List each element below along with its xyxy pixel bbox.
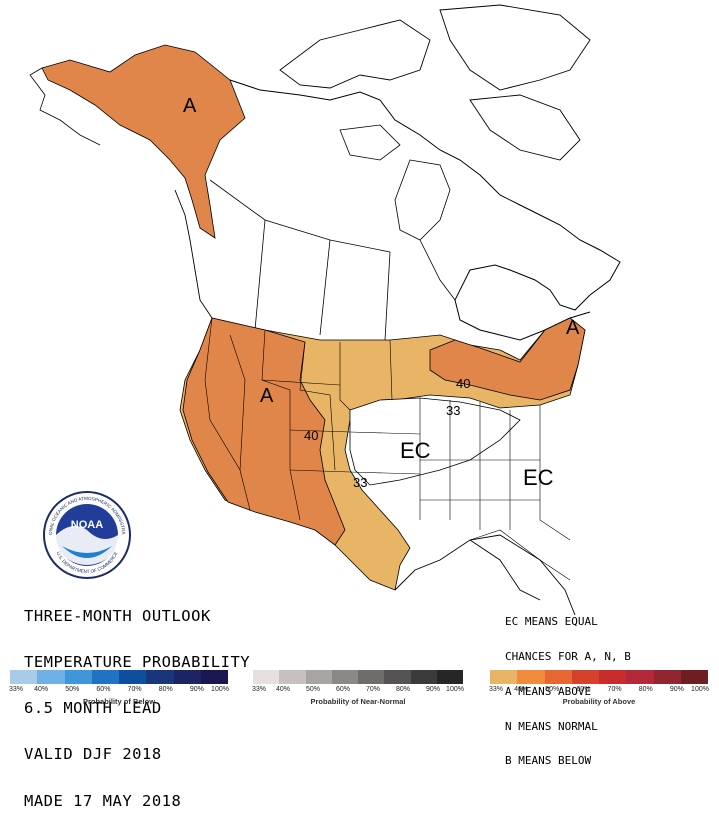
legend-note-5: B MEANS BELOW [505,754,592,768]
scale-tick-label: 100% [691,686,709,693]
scale-caption: Probability of Near-Normal [310,697,406,706]
scale-swatch [653,670,681,684]
scale-swatch [173,670,201,684]
scale-above: 33% 40% 50% 60% 70% 80% 90% 100% Probability of … [488,670,709,707]
alaska-above-region [41,44,246,239]
noaa-logo-text: NOAA [71,519,103,531]
scale-swatch [146,670,174,684]
coastlines [174,189,576,616]
northeast-above-40-region [429,317,586,401]
scale-tick-label: 90% [425,686,441,693]
scale-tick-label: 60% [576,686,591,693]
scale-tick-label: 100% [211,686,229,693]
scale-swatch [436,670,463,684]
scale-swatch [91,670,119,684]
central-ec-label: EC [400,438,431,463]
legend-note-4: N MEANS NORMAL [505,719,598,733]
west-above-label: A [260,385,274,407]
canada-outline [229,79,621,341]
scale-swatch [544,670,572,684]
scale-swatch [331,670,358,684]
scale-tick-label: 40% [514,686,529,693]
scale-tick-label: 50% [305,686,321,693]
scale-tick-label: 60% [335,686,351,693]
scale-swatch [517,670,545,684]
scale-swatch [119,670,147,684]
noaa-logo: NOAA NATIONAL OCEANIC AND ATMOSPHERIC AD… [42,490,131,579]
legend-note-2: CHANCES FOR A, N, B [505,649,631,663]
scale-bar [253,670,463,684]
scale-tick-label: 40% [275,686,291,693]
scale-swatch [200,670,228,684]
scale-tick-label: 50% [545,686,560,693]
scale-bar [490,670,708,684]
scale-tick-label: 90% [189,686,204,693]
scale-tick-label: 33% [8,686,24,693]
title-line-4: VALID DJF 2018 [24,745,162,764]
scale-tick-label: 70% [607,686,622,693]
scale-swatch [571,670,599,684]
alaska-above-label: A [183,95,197,117]
southeast-ec-label: EC [523,465,554,490]
scale-swatch [410,670,437,684]
scale-swatch [358,670,385,684]
state-boundaries [204,317,571,581]
contour-33-plains-label: 33 [353,475,367,490]
title-line-5: MADE 17 MAY 2018 [24,791,182,810]
scale-tick-label: 80% [158,686,173,693]
scale-swatch [64,670,92,684]
scale-near-normal: 33% 40% 50% 60% 70% 80% 90% 100% Probability of … [251,670,464,707]
scale-swatch [253,670,280,684]
us-west-above-40-region [182,317,346,546]
scale-tick-label: 80% [395,686,411,693]
scale-below: 33% 40% 50% 60% 70% 80% 90% 100% Probability of … [8,670,229,707]
maine-above-label: A [566,317,580,339]
scale-tick-label: 60% [96,686,111,693]
scale-swatch [599,670,627,684]
scale-swatch [384,670,411,684]
scale-tick-label: 70% [365,686,381,693]
scale-caption: Probability of Below [82,697,156,706]
scale-swatch [490,670,518,684]
scale-swatch [37,670,65,684]
scale-swatch [305,670,332,684]
scale-tick-label: 80% [638,686,653,693]
scale-swatch [680,670,708,684]
scale-tick-label: 40% [34,686,49,693]
scale-swatch [279,670,306,684]
contour-33-ohio-label: 33 [446,403,460,418]
scale-tick-label: 33% [251,686,267,693]
scale-tick-label: 90% [669,686,684,693]
scale-caption: Probability of Above [562,697,636,706]
scale-tick-label: 50% [65,686,80,693]
title-line-1: THREE-MONTH OUTLOOK [24,606,211,625]
title-line-2: TEMPERATURE PROBABILITY [24,653,251,672]
scale-swatch [626,670,654,684]
legend-note-1: EC MEANS EQUAL [505,615,598,629]
scale-swatch [10,670,38,684]
legend-note-3: A MEANS ABOVE [505,684,592,698]
scale-tick-label: 33% [488,686,504,693]
contour-40-west-label: 40 [304,428,318,443]
contour-40-lakes-label: 40 [456,376,470,391]
scale-tick-label: 100% [446,686,464,693]
scale-tick-label: 70% [127,686,142,693]
scale-bar [10,670,228,684]
